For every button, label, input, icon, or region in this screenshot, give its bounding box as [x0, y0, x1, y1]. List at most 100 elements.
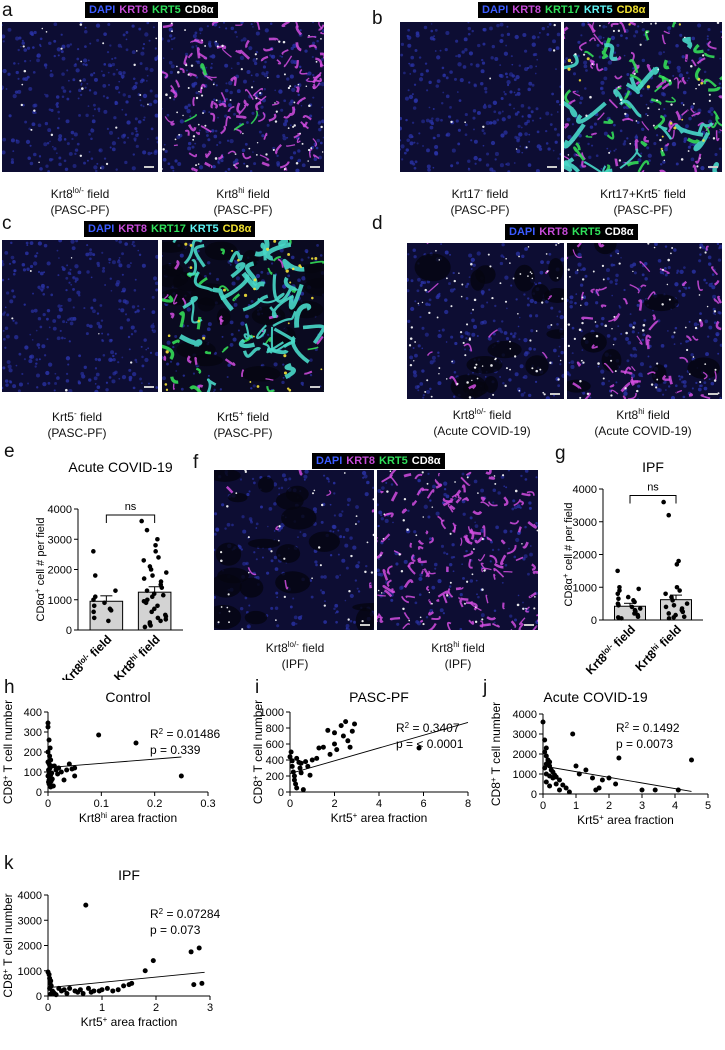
chart-title: IPF [642, 459, 664, 475]
y-tick-label: 3000 [573, 517, 597, 529]
data-point [92, 573, 98, 578]
chart-i: PASC-PF 0 200 400 600 800 1000 0 2 4 6 8 Krt5+ area … [252, 690, 471, 825]
data-point [66, 761, 72, 767]
x-tick-label: 0.1 [94, 798, 109, 810]
data-point [155, 603, 160, 609]
data-point [661, 499, 666, 505]
y-axis-label: CD8α+ cell # per field [33, 518, 48, 622]
data-point [327, 751, 333, 757]
data-point [290, 769, 296, 775]
data-point [99, 987, 105, 993]
data-point [553, 781, 559, 787]
stain-label: KRT17 [545, 4, 580, 16]
stain-legend-a: DAPI KRT8 KRT5 CD8α [85, 2, 218, 18]
data-point [639, 787, 645, 793]
data-point [56, 765, 62, 771]
data-point [48, 991, 54, 997]
data-point [67, 985, 73, 991]
y-tick-label: 1000 [260, 707, 284, 719]
data-point [320, 744, 326, 750]
stain-label: KRT8 [119, 4, 149, 16]
data-point [91, 597, 96, 603]
micrograph-d-left [407, 243, 564, 399]
y-tick-label: 1000 [513, 769, 537, 781]
data-point [51, 763, 57, 769]
x-tick-label: 8 [465, 798, 471, 810]
significance-label: ns [125, 501, 137, 513]
stain-label: CD8α [604, 226, 634, 238]
y-tick-label: 600 [266, 739, 284, 751]
regression-line [47, 971, 205, 989]
data-point [543, 745, 549, 751]
data-point [674, 584, 680, 590]
data-point [158, 618, 163, 624]
r-squared: R2 = 0.01486 [150, 727, 221, 742]
stain-label: DAPI [509, 226, 536, 238]
data-point [289, 758, 295, 764]
data-point [47, 745, 53, 751]
y-tick-label: 2000 [513, 749, 537, 761]
data-point [680, 609, 686, 615]
data-point [334, 747, 340, 753]
data-point [674, 562, 680, 567]
data-point [616, 596, 621, 602]
stain-legend-b: DAPI KRT8 KRT17 KRT5 CD8α [478, 2, 650, 18]
data-point [596, 785, 602, 791]
x-tick-label: 4 [672, 800, 678, 812]
y-tick-label: 200 [266, 771, 284, 783]
y-tick-label: 0 [36, 787, 42, 799]
panel-label-e: e [4, 441, 15, 462]
micrograph-b-left [400, 22, 561, 172]
data-point [547, 783, 553, 789]
data-point [178, 773, 184, 779]
data-point [72, 765, 78, 771]
chart-k: IPF 0 1000 2000 3000 4000 0 1 2 3 Krt5+ area fract… [1, 867, 221, 1030]
stain-label: KRT5 [189, 223, 219, 235]
data-point [325, 727, 331, 733]
data-point [196, 945, 202, 951]
caption-f-left: Krt8lo/- field (IPF) [265, 640, 325, 671]
data-point [294, 785, 300, 791]
r-squared: R2 = 0.1492 [616, 721, 680, 736]
significance-bracket [105, 514, 156, 524]
p-value: p = 0.073 [150, 923, 201, 937]
data-point [637, 606, 643, 611]
stain-label: DAPI [88, 223, 115, 235]
stain-label: KRT8 [539, 226, 569, 238]
stain-label: KRT8 [346, 455, 376, 467]
data-point [48, 784, 54, 790]
data-point [666, 611, 672, 616]
y-axis-label: CD8+ T cell number [1, 893, 16, 997]
x-tick-label: 0 [287, 798, 293, 810]
x-axis-label: Krt5+ area fraction [81, 1015, 178, 1030]
data-point [547, 763, 553, 769]
data-point [298, 770, 304, 776]
data-point [316, 745, 322, 751]
data-point [155, 536, 160, 542]
data-point [152, 606, 157, 612]
data-point [55, 771, 61, 777]
y-tick-label: 3000 [18, 915, 42, 927]
y-axis-label: CD8+ T cell number [489, 702, 504, 806]
data-point [153, 543, 158, 548]
stain-legend-f: DAPI KRT8 KRT5 CD8α [312, 453, 445, 469]
data-point [345, 738, 351, 744]
data-point [303, 759, 309, 765]
data-point [155, 615, 161, 621]
y-tick-label: 2000 [18, 941, 42, 953]
data-point [91, 988, 97, 994]
x-tick-label: 3 [639, 800, 645, 812]
data-point [307, 772, 313, 778]
data-point [113, 588, 118, 593]
caption-d-right: Krt8hi field (Acute COVID-19) [594, 407, 692, 438]
data-point [666, 512, 672, 518]
data-point [83, 902, 89, 908]
stain-label: KRT5 [572, 226, 601, 238]
data-point [153, 549, 158, 554]
y-axis-label: CD8+ T cell number [1, 700, 16, 804]
p-value: p = < 0.0001 [396, 737, 464, 751]
data-point [636, 586, 641, 592]
data-point [106, 618, 111, 624]
data-point [297, 765, 303, 771]
r-squared: R2 = 0.3407 [396, 721, 460, 736]
